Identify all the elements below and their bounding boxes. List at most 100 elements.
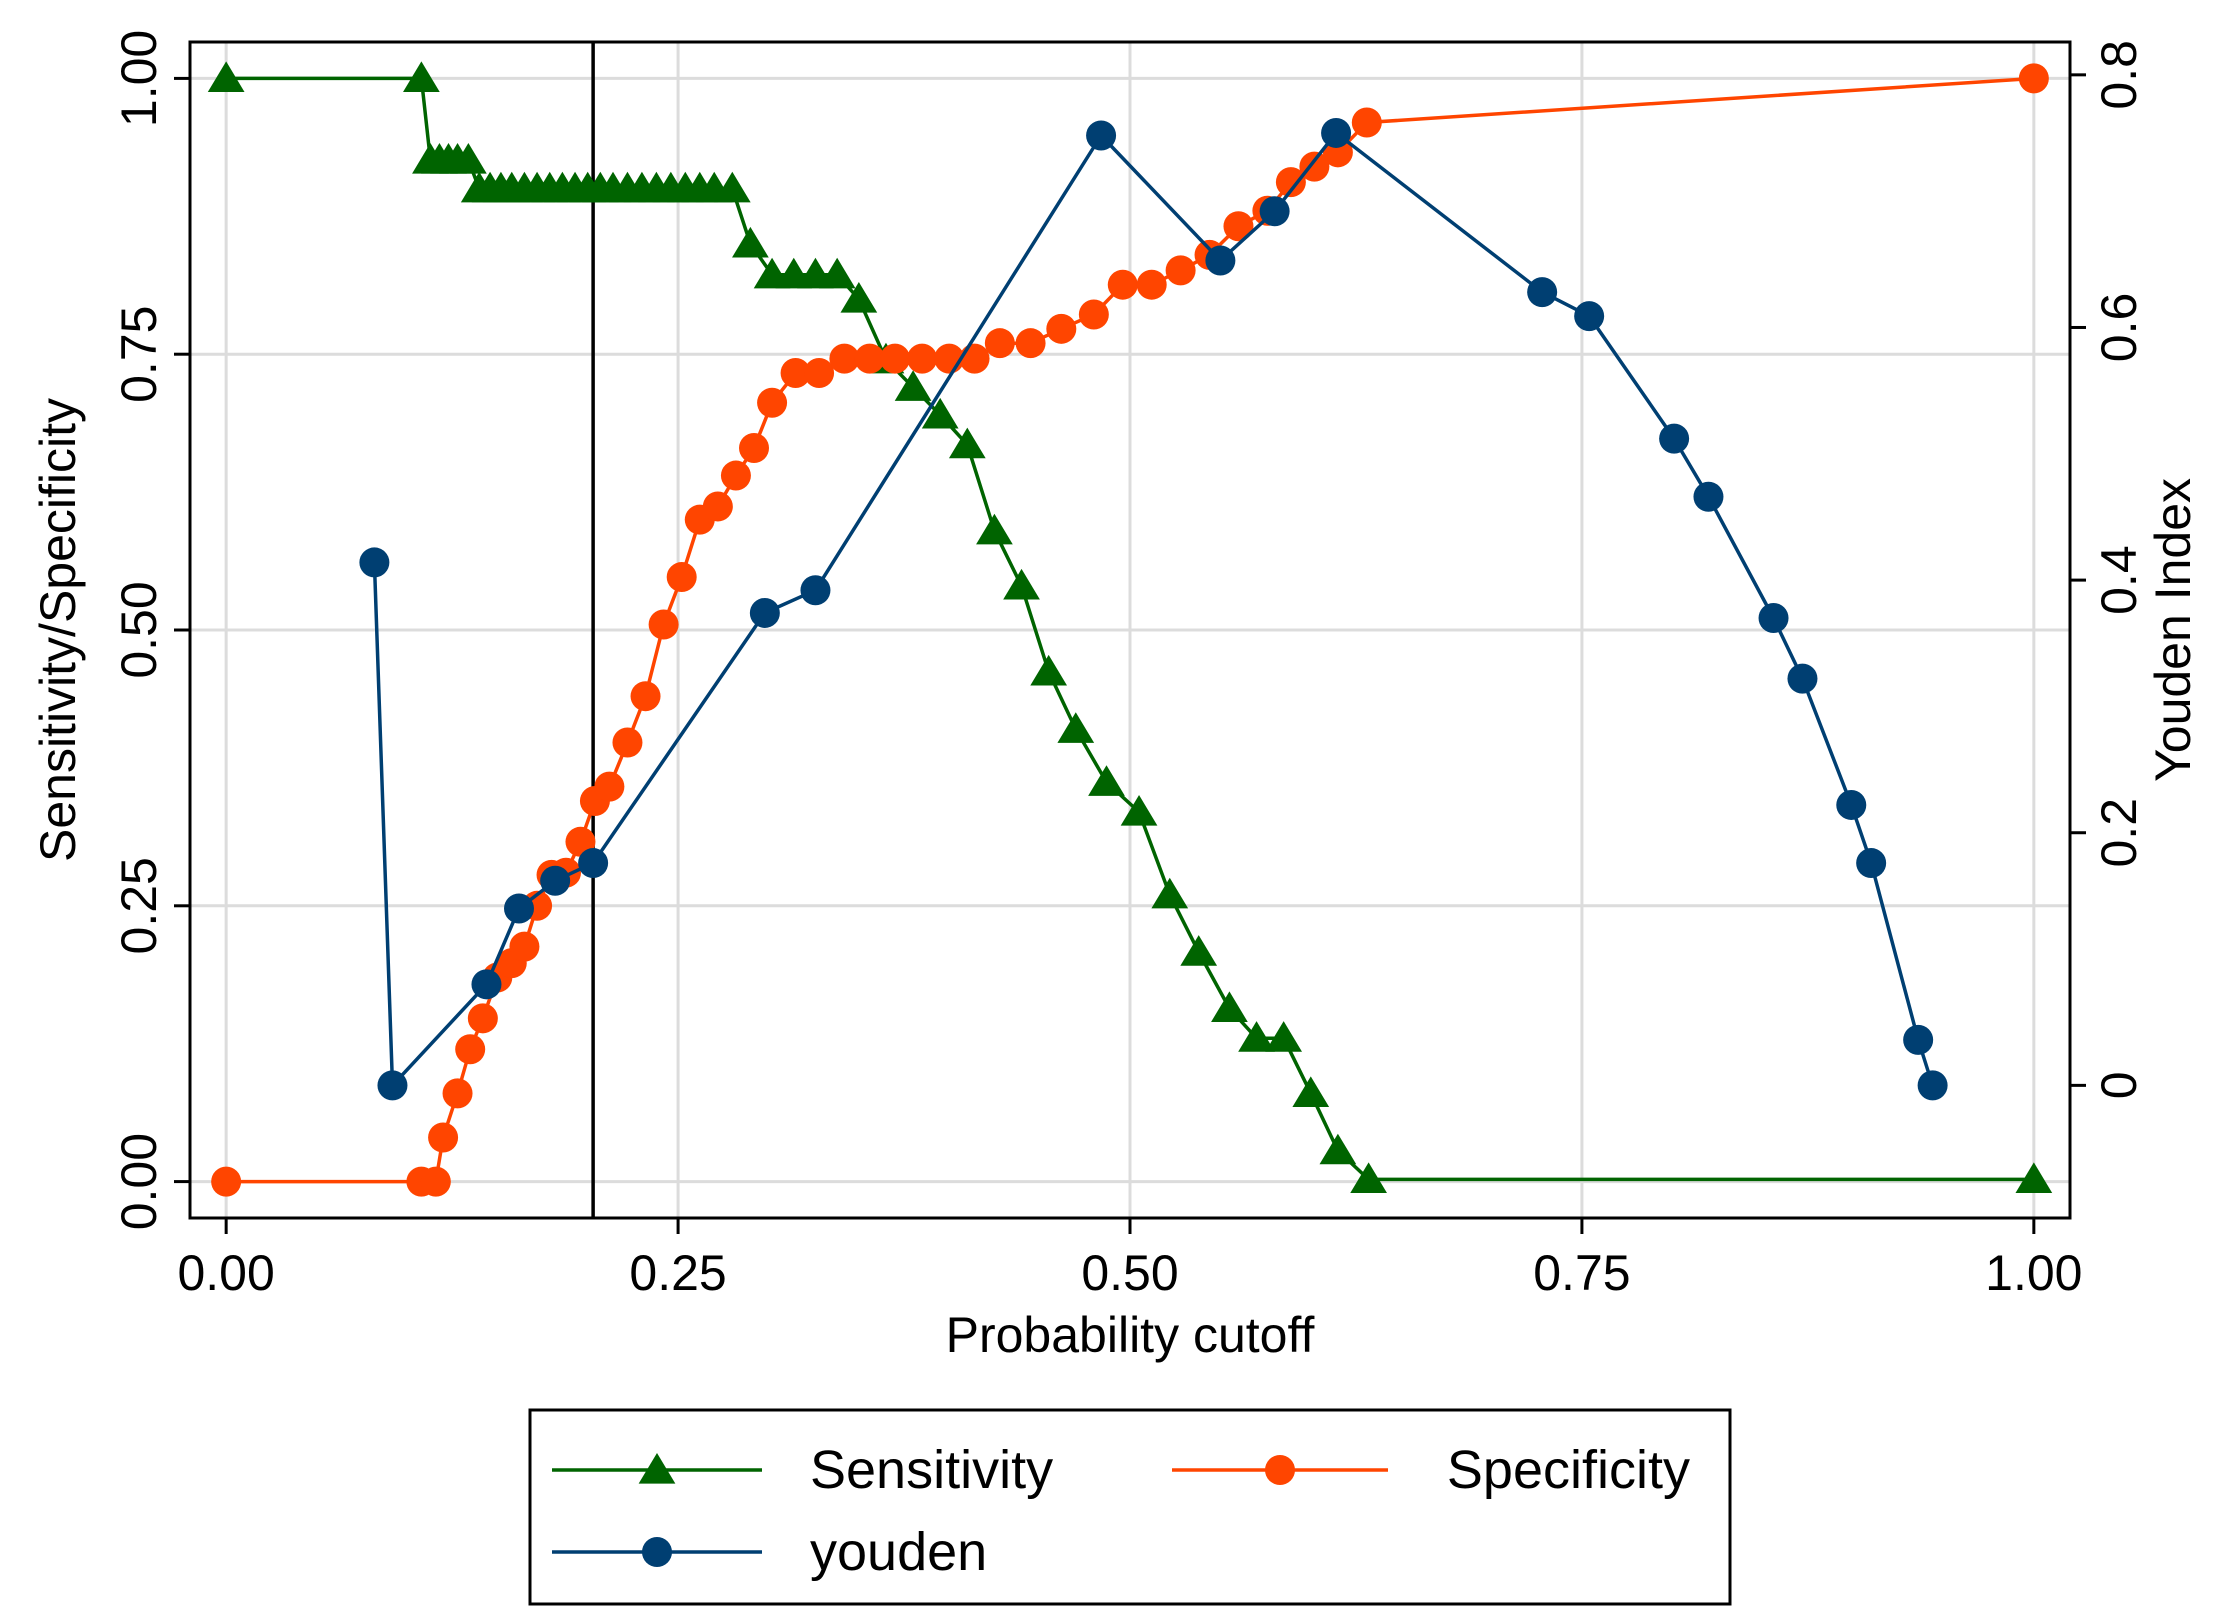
legend-key-marker-specificity [1265,1455,1295,1485]
legend-label-sensitivity: Sensitivity [810,1440,1053,1500]
specificity-point [780,357,811,388]
specificity-point [428,1122,459,1153]
specificity-point [1165,255,1196,286]
youden-point [1836,789,1867,820]
x-tick-label-3: 0.75 [1533,1245,1630,1301]
y-axis-title: Sensitivity/Specificity [30,398,86,862]
specificity-point [984,328,1015,359]
axes: 0.00 0.25 0.50 0.75 1.00 0.00 0.25 0.50 0.75 1.00… [111,30,2147,1301]
specificity-point [666,562,697,593]
youden-point [800,575,831,606]
legend-key-marker-sensitivity [638,1453,676,1484]
youden-point [1659,423,1690,454]
legend-label-youden: youden [810,1522,987,1582]
youden-point [377,1070,408,1101]
x-axis-title: Probability cutoff [946,1307,1315,1363]
y2-tick-label-4: 0.8 [2091,40,2147,110]
youden-point [504,893,534,924]
specificity-point [1046,313,1077,344]
specificity-point [804,357,835,388]
y2-tick-label-2: 0.4 [2091,545,2147,615]
sensitivity-point [1057,712,1095,743]
sensitivity-point [948,427,986,459]
sensitivity-point [1030,654,1068,686]
sensitivity-point [1003,568,1040,600]
sensitivity-point [1350,1162,1387,1193]
y2-tick-label-1: 0.2 [2091,798,2147,868]
sensitivity-point [1319,1133,1357,1165]
youden-point [1856,848,1887,879]
youden-point [1758,603,1789,633]
youden-point [1321,117,1352,148]
sensitivity-point [894,370,932,401]
sensitivity-point [921,397,959,429]
sensitivity-point [1265,1021,1303,1052]
specificity-point [455,1034,486,1065]
specificity-point [739,432,769,463]
youden-point [1693,481,1724,512]
sensitivity-point [1151,877,1189,909]
sensitivity-point [1180,935,1218,966]
specificity-point [630,681,661,712]
youden-point [1259,196,1290,227]
specificity-point [509,931,540,962]
series-sensitivity [207,61,2053,1193]
specificity-point [1275,167,1306,198]
specificity-point [211,1166,242,1197]
sensitivity-point [2015,1162,2053,1193]
legend: Sensitivity Specificity youden [528,1408,1732,1606]
youden-point [578,848,609,879]
legend-key-marker-youden [642,1537,672,1567]
specificity-point [1136,269,1167,300]
y2-axis-title: Youden Index [2145,478,2201,782]
sensitivity-point [1088,765,1125,796]
y-tick-label-2: 0.50 [111,581,167,678]
specificity-point [1299,151,1330,182]
youden-point [1574,301,1605,332]
y2-tick-label-0: 0 [2091,1071,2147,1099]
gridlines [190,42,2070,1218]
sensitivity-point [732,226,769,258]
youden-point [1086,120,1117,151]
youden-line [372,131,1935,1088]
youden-point [540,865,571,896]
legend-keys [552,1453,1388,1567]
youden-point [1787,663,1818,694]
y2-tick-label-3: 0.6 [2091,293,2147,363]
youden-point [1903,1024,1934,1055]
youden-point [359,547,390,578]
youden-point [1527,277,1558,308]
specificity-point [1351,107,1382,138]
sensitivity-point [450,143,487,174]
youden-point [1205,245,1236,276]
specificity-point [1223,211,1254,242]
y-tick-label-0: 0.00 [111,1133,167,1230]
series-group [207,61,2053,1197]
series-specificity [211,63,2049,1197]
x-tick-label-4: 1.00 [1985,1245,2082,1301]
legend-label-specificity: Specificity [1447,1440,1690,1500]
sensitivity-point [840,282,878,313]
y-tick-label-4: 1.00 [111,30,167,127]
x-tick-label-0: 0.00 [177,1245,274,1301]
legend-box [528,1408,1732,1606]
sensitivity-point [1292,1076,1330,1107]
specificity-point [594,771,625,802]
specificity-point [880,343,910,374]
x-tick-label-2: 0.50 [1081,1245,1178,1301]
specificity-point [959,343,990,374]
sensitivity-point [1211,991,1248,1022]
specificity-point [442,1078,473,1109]
sensitivity-point [818,257,856,289]
specificity-point [720,460,751,491]
sensitivity-point [713,171,751,203]
sensitivity-point [207,61,245,93]
sensitivity-point [1120,795,1158,826]
sensitivity-point [976,513,1013,545]
specificity-point [1107,269,1138,300]
specificity-point [854,343,885,374]
specificity-point [467,1003,498,1034]
specificity-point [829,343,860,374]
